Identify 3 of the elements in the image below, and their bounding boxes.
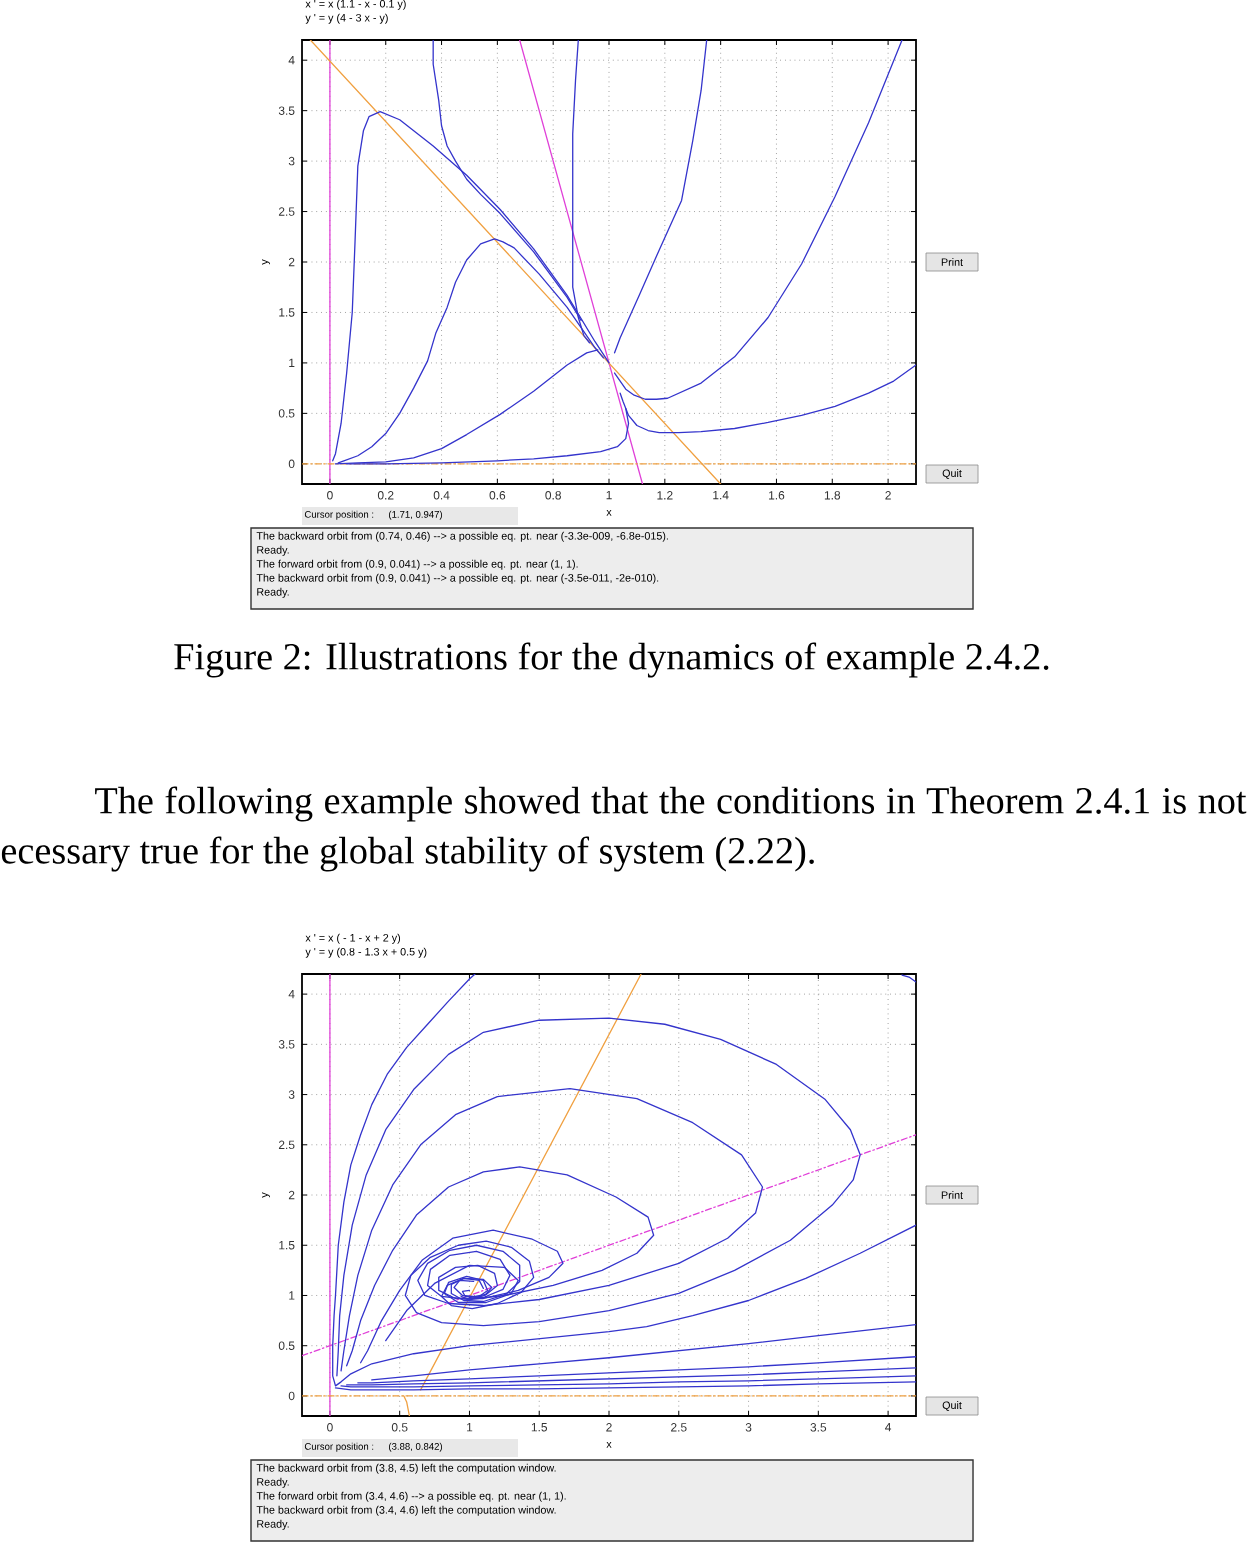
text: The following example showed that the conditions in Theorem 2.4.1 is not xyxy=(95,786,1247,822)
text: ecessary true for the global stability of system (2.22). xyxy=(1,836,814,872)
caption: Figure 2: Illustrations for the dynamics of example 2.4.2. xyxy=(174,642,1049,678)
